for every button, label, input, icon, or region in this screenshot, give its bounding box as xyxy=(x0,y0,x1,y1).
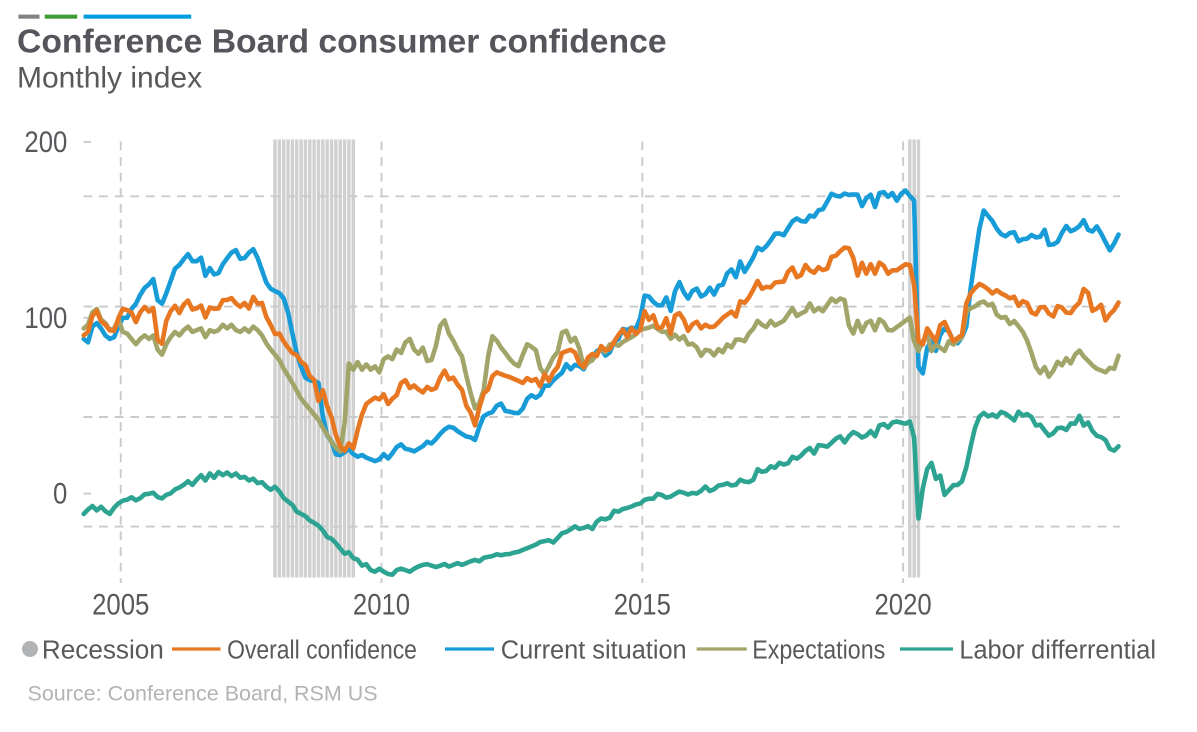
svg-text:Monthly index: Monthly index xyxy=(17,62,202,95)
svg-text:2015: 2015 xyxy=(614,588,671,621)
svg-text:2010: 2010 xyxy=(353,588,410,621)
svg-text:200: 200 xyxy=(24,125,67,158)
svg-text:2020: 2020 xyxy=(875,588,932,621)
svg-text:100: 100 xyxy=(24,301,67,334)
svg-text:Overall confidence: Overall confidence xyxy=(227,636,417,665)
svg-text:Source: Conference Board, RSM: Source: Conference Board, RSM US xyxy=(28,682,378,706)
svg-text:Conference Board consumer conf: Conference Board consumer confidence xyxy=(17,22,667,60)
svg-text:Expectations: Expectations xyxy=(752,636,885,664)
svg-text:0: 0 xyxy=(53,477,67,510)
svg-text:Recession: Recession xyxy=(42,634,164,664)
svg-text:Current situation: Current situation xyxy=(501,636,687,664)
svg-text:2005: 2005 xyxy=(92,588,149,621)
svg-text:Labor differrential: Labor differrential xyxy=(959,636,1156,664)
